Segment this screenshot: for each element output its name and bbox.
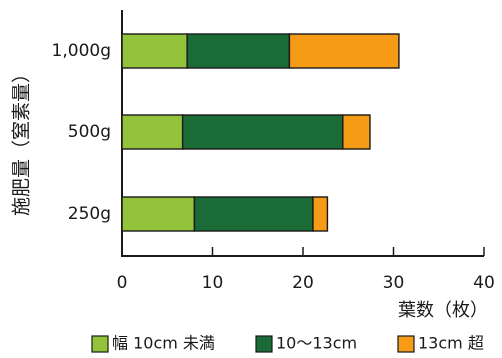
bar-segment-0-0 (121, 33, 188, 69)
legend-label-1: 10〜13cm (276, 334, 357, 353)
legend-label-0: 幅 10cm 未満 (112, 334, 215, 353)
x-axis-label: 葉数（枚） (398, 300, 488, 321)
category-label-0: 1,000g (52, 41, 111, 61)
bar-segment-0-2 (288, 33, 400, 69)
x-tick-label-4: 40 (473, 273, 495, 293)
bar-segment-2-2 (312, 196, 329, 232)
y-axis-label: 施肥量（窒素量） (11, 64, 33, 216)
category-label-1: 500g (68, 122, 111, 142)
bar-segment-0-1 (186, 33, 291, 69)
plot-area: 0 10 20 30 40 1,000g 500g 250g (52, 10, 495, 293)
legend: 幅 10cm 未満 10〜13cm 13cm 超 (91, 334, 484, 353)
category-label-2: 250g (68, 204, 111, 224)
x-tick-label-0: 0 (117, 273, 128, 293)
x-tick-label-2: 20 (292, 273, 314, 293)
legend-label-2: 13cm 超 (418, 334, 484, 353)
bar-segment-2-0 (121, 196, 196, 232)
legend-swatch-2 (397, 335, 415, 353)
bar-segment-1-1 (181, 114, 344, 150)
legend-swatch-0 (91, 335, 109, 353)
x-tick-label-3: 30 (383, 273, 405, 293)
bar-segment-1-0 (121, 114, 184, 150)
bar-segment-1-2 (342, 114, 371, 150)
bar-segment-2-1 (193, 196, 314, 232)
legend-swatch-1 (255, 335, 273, 353)
x-tick-label-1: 10 (202, 273, 224, 293)
